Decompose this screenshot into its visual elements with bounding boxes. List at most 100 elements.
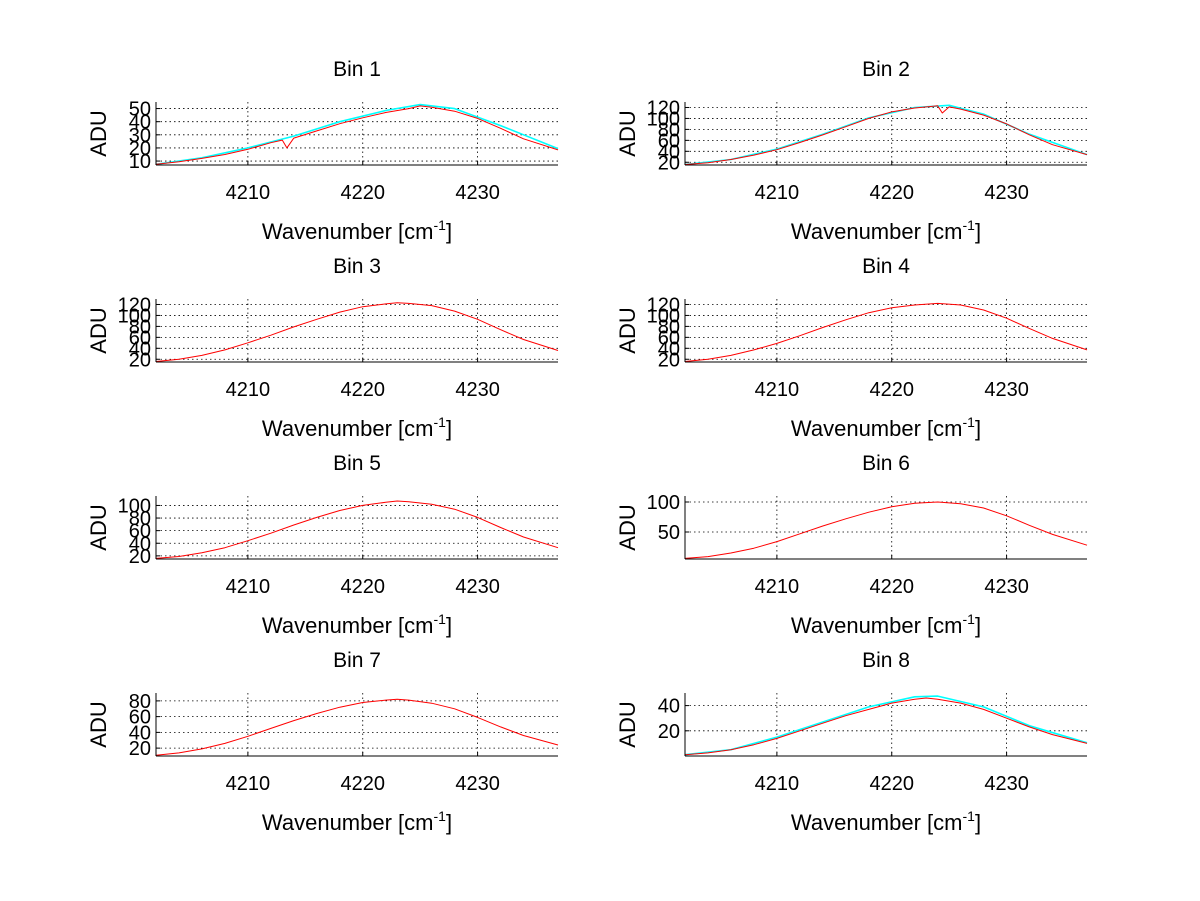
x-axis-label-end: ] bbox=[446, 416, 452, 441]
y-axis-label: ADU bbox=[86, 504, 111, 550]
x-axis-label-end: ] bbox=[446, 219, 452, 244]
x-axis-label-superscript: -1 bbox=[434, 808, 447, 824]
subplot-bin-8: Bin 8 4210 4220 4230 20 40 ADU Wavenumber [cm-1… bbox=[615, 649, 1088, 835]
x-axis-label-superscript: -1 bbox=[434, 217, 447, 233]
y-tick-label: 20 bbox=[129, 546, 151, 568]
x-axis-label-superscript: -1 bbox=[434, 414, 447, 430]
x-tick-label: 4230 bbox=[455, 182, 500, 204]
x-axis-label-text: Wavenumber [cm bbox=[791, 219, 963, 244]
x-tick-label: 4220 bbox=[340, 576, 385, 598]
x-tick-label: 4220 bbox=[869, 379, 914, 401]
x-axis-label-end: ] bbox=[446, 810, 452, 835]
x-tick-label: 4210 bbox=[755, 379, 800, 401]
y-tick-label: 100 bbox=[118, 305, 151, 327]
x-axis-label-text: Wavenumber [cm bbox=[791, 810, 963, 835]
x-tick-label: 4230 bbox=[984, 773, 1029, 795]
x-axis-label-superscript: -1 bbox=[963, 808, 976, 824]
y-tick-label: 100 bbox=[647, 108, 680, 130]
subplot-title: Bin 3 bbox=[333, 255, 381, 278]
x-tick-label: 4230 bbox=[455, 379, 500, 401]
x-axis-label-superscript: -1 bbox=[963, 414, 976, 430]
y-tick-label: 50 bbox=[129, 99, 151, 121]
y-tick-label: 30 bbox=[129, 125, 151, 147]
y-axis-label: ADU bbox=[615, 701, 640, 747]
x-axis-label-end: ] bbox=[446, 613, 452, 638]
x-axis-label-text: Wavenumber [cm bbox=[791, 416, 963, 441]
y-tick-label: 20 bbox=[658, 721, 680, 743]
x-tick-label: 4220 bbox=[340, 379, 385, 401]
y-tick-label: 120 bbox=[647, 97, 680, 119]
x-axis-label: Wavenumber [cm-1] bbox=[791, 414, 981, 441]
series-line-cyan bbox=[684, 695, 1088, 756]
x-axis-label: Wavenumber [cm-1] bbox=[791, 217, 981, 244]
subplot-bin-6: Bin 6 4210 4220 4230 50 100 ADU Wavenumber [cm-… bbox=[615, 452, 1088, 638]
x-tick-label: 4230 bbox=[984, 182, 1029, 204]
x-axis-label-text: Wavenumber [cm bbox=[262, 416, 434, 441]
x-tick-label: 4210 bbox=[226, 379, 271, 401]
y-tick-label: 20 bbox=[658, 349, 680, 371]
y-tick-label: 20 bbox=[129, 349, 151, 371]
series-line-cyan bbox=[155, 103, 559, 166]
y-tick-label: 20 bbox=[129, 138, 151, 160]
y-tick-label: 100 bbox=[647, 492, 680, 514]
series-line-red bbox=[684, 697, 1088, 756]
series-line-red bbox=[155, 105, 559, 165]
series-line-red bbox=[684, 105, 1088, 165]
y-tick-label: 80 bbox=[129, 691, 151, 713]
y-tick-label: 60 bbox=[658, 327, 680, 349]
series-line-red bbox=[155, 500, 559, 559]
y-tick-label: 40 bbox=[129, 112, 151, 134]
y-tick-label: 60 bbox=[129, 521, 151, 543]
x-tick-label: 4210 bbox=[755, 773, 800, 795]
x-axis-label-end: ] bbox=[975, 219, 981, 244]
x-axis-label-text: Wavenumber [cm bbox=[262, 613, 434, 638]
x-axis-label: Wavenumber [cm-1] bbox=[262, 217, 452, 244]
x-axis-label-superscript: -1 bbox=[963, 611, 976, 627]
x-tick-label: 4210 bbox=[755, 576, 800, 598]
series-line-red bbox=[155, 698, 559, 756]
y-tick-label: 40 bbox=[658, 696, 680, 718]
y-tick-label: 20 bbox=[658, 152, 680, 174]
x-axis-label: Wavenumber [cm-1] bbox=[791, 611, 981, 638]
y-tick-label: 60 bbox=[129, 327, 151, 349]
series-line-red bbox=[684, 302, 1088, 362]
y-tick-label: 80 bbox=[129, 316, 151, 338]
y-tick-label: 80 bbox=[658, 316, 680, 338]
y-tick-label: 10 bbox=[129, 151, 151, 173]
x-tick-label: 4230 bbox=[984, 576, 1029, 598]
y-axis-label: ADU bbox=[615, 307, 640, 353]
subplot-title: Bin 6 bbox=[862, 452, 910, 475]
x-tick-label: 4220 bbox=[340, 773, 385, 795]
x-axis-label: Wavenumber [cm-1] bbox=[262, 611, 452, 638]
y-axis-label: ADU bbox=[86, 307, 111, 353]
y-tick-label: 40 bbox=[129, 338, 151, 360]
x-tick-label: 4210 bbox=[755, 182, 800, 204]
series-line-red bbox=[684, 501, 1088, 559]
y-tick-label: 100 bbox=[647, 305, 680, 327]
y-tick-label: 40 bbox=[658, 141, 680, 163]
subplot-title: Bin 7 bbox=[333, 649, 381, 672]
subplot-title: Bin 8 bbox=[862, 649, 910, 672]
y-tick-label: 120 bbox=[647, 294, 680, 316]
x-tick-label: 4210 bbox=[226, 182, 271, 204]
subplot-title: Bin 4 bbox=[862, 255, 910, 278]
x-axis-label-superscript: -1 bbox=[963, 217, 976, 233]
y-tick-label: 60 bbox=[658, 130, 680, 152]
x-tick-label: 4230 bbox=[455, 576, 500, 598]
y-axis-label: ADU bbox=[86, 701, 111, 747]
y-tick-label: 20 bbox=[129, 738, 151, 760]
x-axis-label: Wavenumber [cm-1] bbox=[262, 414, 452, 441]
x-tick-label: 4230 bbox=[984, 379, 1029, 401]
y-tick-label: 40 bbox=[129, 722, 151, 744]
series-line-red bbox=[155, 302, 559, 362]
y-tick-label: 50 bbox=[658, 522, 680, 544]
x-tick-label: 4220 bbox=[869, 576, 914, 598]
x-tick-label: 4210 bbox=[226, 773, 271, 795]
x-tick-label: 4220 bbox=[340, 182, 385, 204]
